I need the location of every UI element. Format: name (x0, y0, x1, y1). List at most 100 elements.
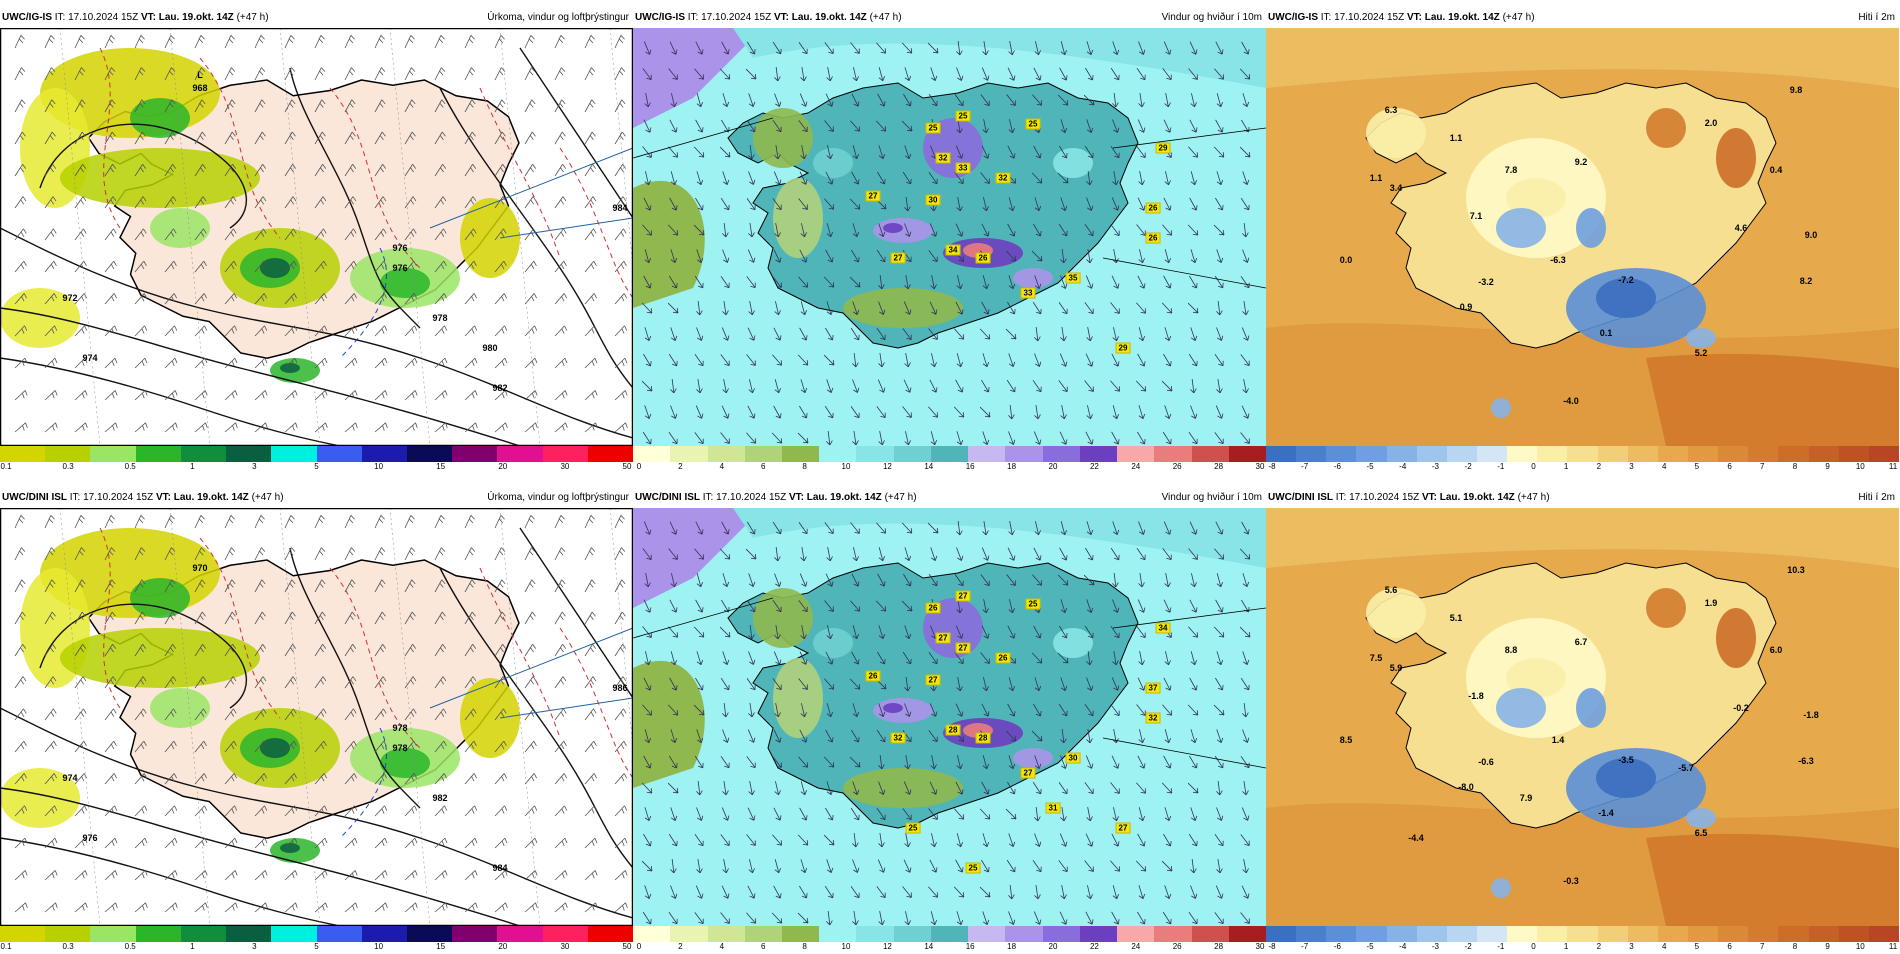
colorbar-tick-label: -1 (1497, 942, 1505, 951)
wind-barb (344, 390, 358, 401)
wind-arrow (772, 120, 782, 133)
wind-arrow (1086, 599, 1094, 613)
temperature-contour (479, 567, 561, 739)
wind-barb (464, 547, 476, 561)
wind-barb (494, 164, 507, 177)
colorbar-swatch (744, 926, 783, 942)
temp-area (1576, 688, 1606, 728)
wind-barb (404, 325, 418, 337)
wind-arrow (1190, 249, 1198, 264)
wind-arrow (824, 120, 834, 132)
precip-area (130, 98, 190, 138)
colorbar-tick-label: 2 (678, 942, 683, 951)
wind-barb (494, 837, 508, 849)
wind-barb (344, 547, 356, 561)
panel-igis-wind: UWC/IG-IS IT: 17.10.2024 15Z VT: Lau. 19… (632, 12, 1267, 472)
wind-arrow (721, 521, 730, 535)
temperature-label: 0.4 (1769, 165, 1783, 175)
wind-arrow (955, 223, 964, 237)
wind-arrow (1084, 380, 1094, 392)
temperature-label: -1.4 (1598, 808, 1614, 818)
wind-barb (314, 611, 326, 625)
wind-barb (584, 293, 598, 305)
wind-arrow (1112, 327, 1119, 342)
wind-arrow (1138, 807, 1146, 822)
wind-arrow (1216, 379, 1223, 394)
wind-arrow (772, 834, 782, 846)
model-name: UWC/DINI ISL (635, 492, 700, 503)
pressure-label: 976 (392, 243, 408, 253)
temperature-label: 10.3 (1787, 565, 1805, 575)
wind-barb (284, 579, 296, 593)
wind-area (773, 658, 823, 738)
temperature-contour (99, 47, 121, 229)
colorbar-swatch (135, 446, 182, 462)
wind-barb (224, 422, 238, 433)
wind-arrow (981, 301, 990, 315)
colorbar-tick-label: 4 (1661, 462, 1667, 471)
temperature-label: 5.9 (1389, 663, 1403, 673)
wind-barb (164, 805, 178, 817)
wind-barb (104, 676, 117, 689)
precip-area (150, 208, 210, 248)
wind-arrow (720, 834, 730, 846)
wind-barb (554, 35, 565, 49)
temp-map-svg (1266, 508, 1899, 926)
wind-arrow (774, 703, 781, 718)
wind-arrow (1216, 93, 1224, 108)
wind-arrow (982, 353, 990, 368)
colorbar-tick-label: 18 (1007, 942, 1017, 951)
wind-barb (584, 196, 597, 209)
wind-arrow (1240, 197, 1250, 211)
wind-barb (14, 708, 27, 721)
colorbar-tick-label: 6 (760, 462, 766, 471)
wind-barb (494, 708, 507, 721)
wind-arrow (774, 67, 781, 82)
freezing-contour (339, 727, 387, 839)
wind-arrow (1034, 41, 1041, 56)
wind-barb (614, 902, 628, 913)
temperature-label: 8.8 (1504, 645, 1518, 655)
wind-arrow (1059, 547, 1068, 561)
wind-arrow (982, 41, 989, 56)
wind-barb (614, 515, 625, 529)
wind-arrow (981, 67, 990, 81)
wind-barb (74, 611, 86, 625)
wind-arrow (878, 275, 885, 290)
temperature-label: 1.9 (1704, 598, 1718, 608)
wind-barb (44, 773, 58, 785)
wind-arrow (644, 651, 651, 666)
colorbar-tick-label: 20 (1048, 942, 1058, 951)
wind-barb (404, 67, 416, 81)
wind-arrow (904, 755, 911, 770)
temperature-label: -6.3 (1550, 255, 1566, 265)
precip-colorbar-ticks: 0.1 0.3 0.5 1 3 5 10 15 20 30 50 (0, 462, 633, 474)
wind-barb (224, 228, 237, 241)
wind-arrow (1162, 548, 1172, 560)
wind-arrow (1084, 782, 1094, 794)
wind-barb (104, 515, 115, 529)
colorbar-swatch (707, 926, 746, 942)
wind-arrow (774, 223, 781, 238)
colorbar-tick-label: -7 (1301, 942, 1309, 951)
wind-arrow (668, 146, 678, 158)
wind-arrow (1085, 755, 1094, 769)
wind-barb (104, 422, 118, 433)
wind-barb (374, 390, 388, 401)
wind-arrow (901, 42, 913, 54)
colorbar-tick-label: 0.3 (62, 942, 74, 951)
wind-barb (164, 228, 177, 241)
panel-dini-temp: UWC/DINI ISL IT: 17.10.2024 15Z VT: Lau.… (1266, 492, 1900, 952)
wind-arrow (904, 833, 911, 848)
wind-arrow (1033, 67, 1042, 81)
wind-arrow (825, 807, 834, 821)
wind-barb (134, 260, 147, 273)
wind-barb (284, 325, 298, 337)
wind-arrow (748, 781, 755, 796)
wind-barb (74, 579, 86, 593)
wind-arrow (797, 432, 809, 444)
wind-barb (44, 676, 57, 689)
wind-arrow (903, 573, 912, 587)
wind-barb (404, 422, 418, 433)
wind-arrow (1086, 41, 1094, 56)
